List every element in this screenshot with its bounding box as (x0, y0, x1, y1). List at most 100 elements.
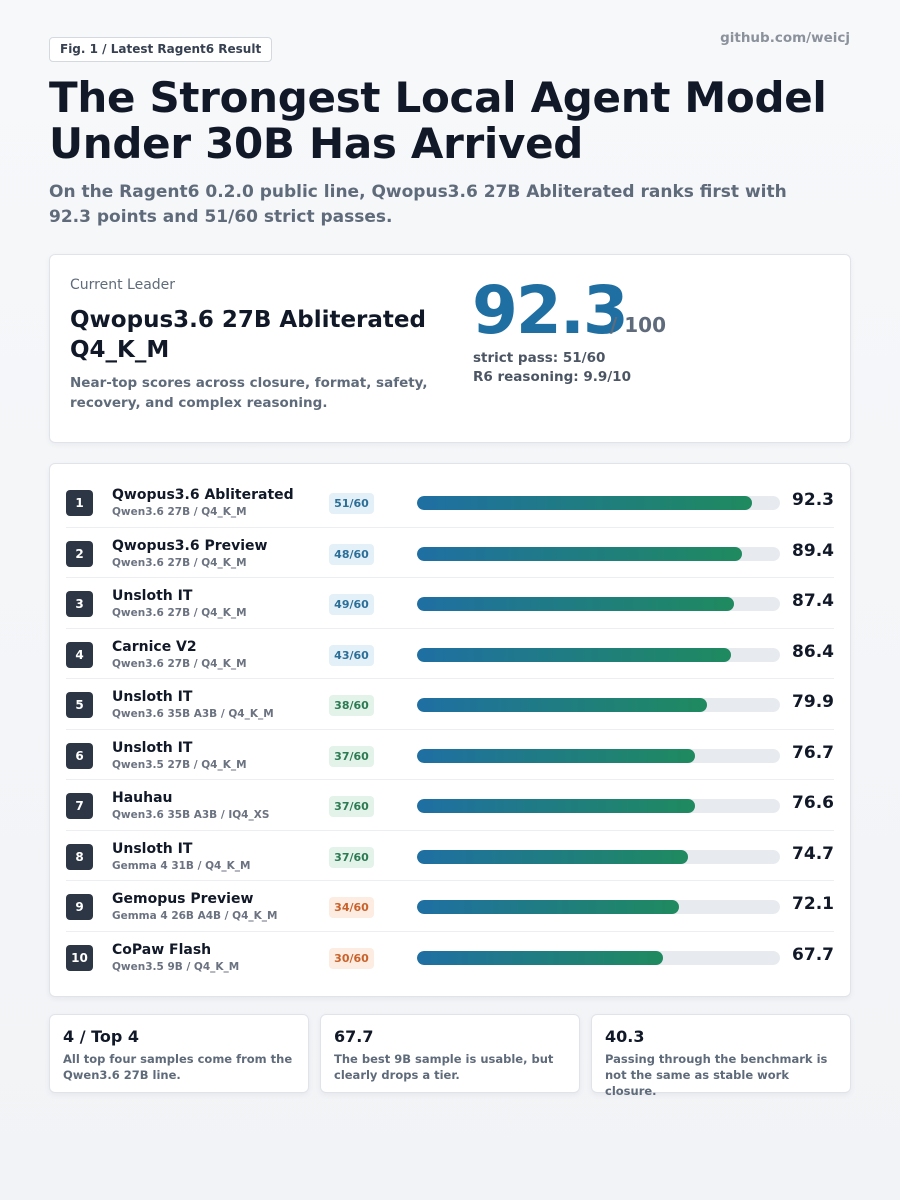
score-bar-track (417, 546, 780, 561)
model-variant: Qwen3.6 27B / Q4_K_M (112, 556, 247, 569)
note-heading: 67.7 (334, 1027, 374, 1046)
strict-pass-badge: 49/60 (329, 594, 374, 615)
leader-card: Current Leader Qwopus3.6 27B Abliterated… (49, 254, 851, 443)
model-variant: Qwen3.6 27B / Q4_K_M (112, 607, 247, 619)
model-variant: Qwen3.5 9B / Q4_K_M (112, 960, 240, 973)
ranking-row: 3 Unsloth IT Qwen3.6 27B / Q4_K_M 49/60 87.4 (66, 578, 834, 629)
page-title: The Strongest Local Agent Model Under 30… (49, 73, 827, 168)
strict-pass-badge: 34/60 (329, 897, 374, 918)
ranking-list: 1 Qwopus3.6 Abliterated Qwen3.6 27B / Q4_K… (50, 477, 850, 982)
leader-strict-pass: strict pass: 51/60 (473, 350, 606, 366)
leader-score-max: / 100 (610, 313, 667, 337)
strict-pass-badge: 37/60 (329, 745, 374, 767)
leader-r6-reasoning: R6 reasoning: 9.9/10 (473, 369, 631, 385)
leader-description: Near-top scores across closure, format, … (70, 375, 428, 411)
score-bar-track (417, 900, 780, 914)
rank-number: 7 (66, 793, 93, 819)
rank-number: 10 (66, 944, 93, 971)
rank-number: 3 (66, 591, 93, 617)
score-bar-track (417, 799, 780, 813)
model-variant: Qwen3.6 35B A3B / IQ4_XS (112, 809, 270, 821)
score-value: 87.4 (792, 591, 834, 611)
page-subtitle: On the Ragent6 0.2.0 public line, Qwopus… (49, 182, 787, 227)
score-bar (417, 647, 731, 662)
note-card-closure: 40.3 Passing through the benchmark is no… (591, 1014, 851, 1098)
note-card-top4: 4 / Top 4 All top four samples come from… (49, 1014, 309, 1093)
score-bar-track (417, 647, 780, 662)
score-bar (417, 546, 742, 561)
leader-label: Current Leader (70, 277, 176, 293)
score-bar (417, 597, 735, 611)
score-value: 92.3 (792, 490, 834, 510)
note-text: The best 9B sample is usable, but clearl… (334, 1052, 554, 1082)
ranking-row: 8 Unsloth IT Gemma 4 31B / Q4_K_M 37/60 74.7 (66, 831, 834, 881)
score-bar-track (417, 698, 780, 712)
model-name: Carnice V2 (112, 638, 197, 655)
ranking-row: 4 Carnice V2 Qwen3.6 27B / Q4_K_M 43/60 86.4 (66, 629, 834, 679)
score-bar (417, 496, 753, 510)
strict-pass-badge: 51/60 (329, 493, 374, 514)
model-name: Qwopus3.6 Abliterated (112, 487, 294, 503)
score-bar-track (417, 597, 780, 611)
leader-model-name: Qwopus3.6 27B Abliterated Q4_K_M (70, 307, 426, 363)
score-value: 74.7 (792, 843, 834, 864)
score-bar-track (417, 849, 780, 864)
strict-pass-badge: 30/60 (329, 947, 374, 969)
rank-number: 5 (66, 692, 93, 718)
model-name: Qwopus3.6 Preview (112, 537, 268, 554)
note-heading: 40.3 (605, 1027, 645, 1046)
model-name: CoPaw Flash (112, 941, 212, 958)
model-name: Unsloth IT (112, 588, 193, 604)
strict-pass-badge: 38/60 (329, 695, 374, 716)
model-name: Unsloth IT (112, 739, 193, 756)
model-variant: Gemma 4 26B A4B / Q4_K_M (112, 910, 278, 922)
model-variant: Gemma 4 31B / Q4_K_M (112, 859, 251, 872)
ranking-row: 2 Qwopus3.6 Preview Qwen3.6 27B / Q4_K_M 48… (66, 528, 834, 578)
model-name: Unsloth IT (112, 840, 193, 857)
model-variant: Qwen3.6 27B / Q4_K_M (112, 506, 247, 518)
note-text: All top four samples come from the Qwen3… (63, 1052, 293, 1082)
score-bar-track (417, 748, 780, 763)
rank-number: 1 (66, 490, 93, 516)
score-value: 86.4 (792, 641, 834, 662)
strict-pass-badge: 37/60 (329, 846, 374, 868)
score-bar (417, 950, 663, 965)
model-variant: Qwen3.6 27B / Q4_K_M (112, 657, 247, 670)
score-bar (417, 748, 696, 763)
score-bar (417, 900, 679, 914)
score-value: 76.7 (792, 742, 834, 763)
rank-number: 4 (66, 641, 93, 668)
note-card-9b: 67.7 The best 9B sample is usable, but c… (320, 1014, 580, 1093)
score-value: 72.1 (792, 894, 834, 914)
model-variant: Qwen3.6 35B A3B / Q4_K_M (112, 708, 274, 720)
note-heading: 4 / Top 4 (63, 1027, 140, 1046)
ranking-chart: 1 Qwopus3.6 Abliterated Qwen3.6 27B / Q4_K… (49, 463, 851, 997)
ranking-row: 9 Gemopus Preview Gemma 4 26B A4B / Q4_K_M… (66, 881, 834, 932)
rank-number: 2 (66, 540, 93, 567)
strict-pass-badge: 48/60 (329, 543, 374, 565)
ranking-row: 5 Unsloth IT Qwen3.6 35B A3B / Q4_K_M 38/60… (66, 679, 834, 730)
ranking-row: 6 Unsloth IT Qwen3.5 27B / Q4_K_M 37/60 76.7 (66, 730, 834, 780)
score-bar (417, 849, 689, 864)
score-value: 67.7 (792, 944, 834, 965)
score-bar-track (417, 950, 780, 965)
strict-pass-badge: 43/60 (329, 644, 374, 666)
note-text: Passing through the benchmark is not the… (605, 1052, 828, 1098)
model-name: Gemopus Preview (112, 891, 254, 907)
model-name: Hauhau (112, 790, 173, 806)
ranking-row: 7 Hauhau Qwen3.6 35B A3B / IQ4_XS 37/60 76.6 (66, 780, 834, 831)
rank-number: 9 (66, 894, 93, 920)
score-bar (417, 698, 708, 712)
strict-pass-badge: 37/60 (329, 796, 374, 817)
leader-score: 92.3 (472, 272, 629, 349)
model-name: Unsloth IT (112, 689, 193, 705)
rank-number: 8 (66, 843, 93, 870)
model-variant: Qwen3.5 27B / Q4_K_M (112, 758, 247, 771)
ranking-row: 1 Qwopus3.6 Abliterated Qwen3.6 27B / Q4_K… (66, 477, 834, 528)
score-bar (417, 799, 696, 813)
score-value: 76.6 (792, 793, 834, 813)
source-link[interactable]: github.com/weicj (720, 30, 850, 46)
figure-tag: Fig. 1 / Latest Ragent6 Result (49, 37, 273, 62)
rank-number: 6 (66, 742, 93, 769)
